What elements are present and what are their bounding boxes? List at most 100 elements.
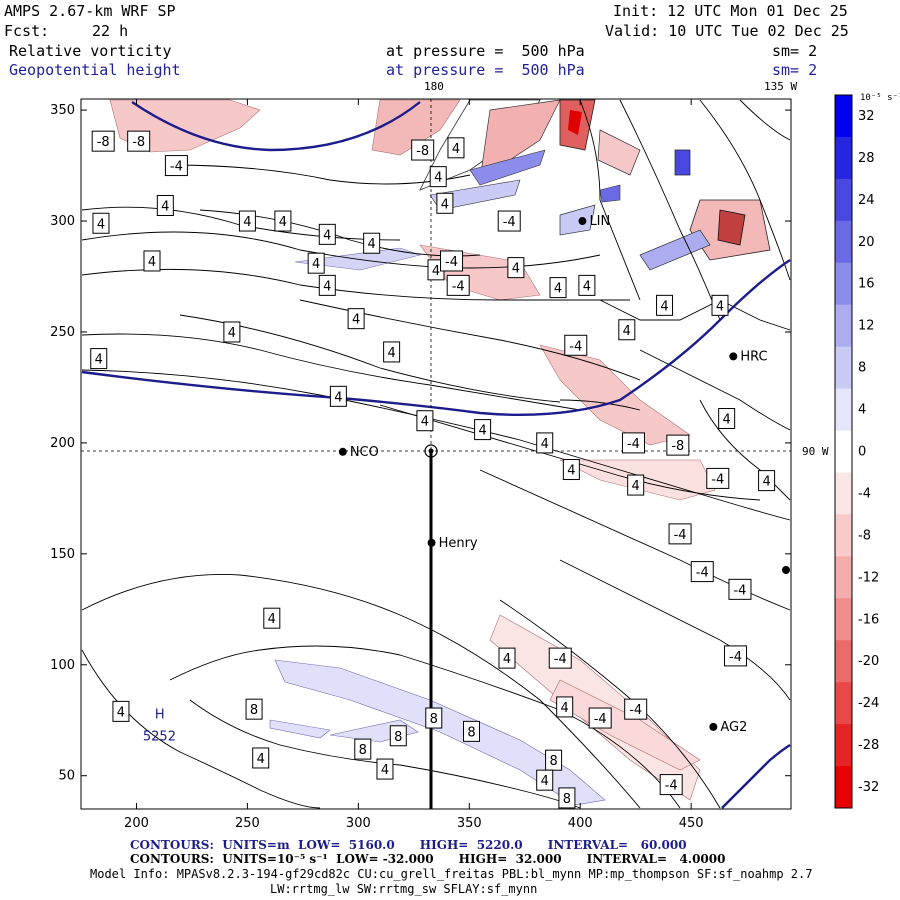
contour-label-box [440,250,464,272]
contour-label-text: -4 [729,650,742,665]
contour-label: -8 [411,139,435,161]
contour-label-box [621,432,645,454]
transect-origin-marker [424,444,438,458]
contour-label-text: -4 [569,339,582,354]
top-label-135w: 135 W [764,80,798,93]
contour-label-box [164,155,188,177]
colorbar-tick-label: -32 [858,780,879,795]
contour-label-text: -4 [452,279,465,294]
contour-label-box [263,607,281,629]
contour-label: 4 [376,758,394,780]
contour-label-box [536,769,554,791]
contour-label: -4 [164,155,188,177]
station-label: AG2 [720,720,747,735]
contour-label-text: 4 [452,142,460,157]
contour-label-box [724,645,748,667]
contour-label-text: -4 [674,528,687,543]
contour-label-text: -4 [733,583,746,598]
colorbar-tick-label: 24 [858,193,875,208]
right-label-90w: 90 W [802,445,829,458]
colorbar-tick-label: 32 [858,109,875,124]
station-label: Henry [439,536,478,551]
height-contour-info: CONTOURS: UNITS=m LOW= 5160.0 HIGH= 5220… [130,838,687,852]
contour-label-box [711,294,729,316]
contour-label: 4 [556,696,574,718]
contour-label-text: 4 [632,479,640,494]
contour-label-text: 4 [623,324,631,339]
contour-label-box [666,434,690,456]
contour-label-box [624,698,648,720]
contour-label-text: 4 [161,200,169,215]
contour-label-text: 4 [583,279,591,294]
colorbar-tick-label: 16 [858,277,875,292]
contour-label-box [238,210,256,232]
contour-label: 8 [354,738,372,760]
colorbar-frame [834,94,853,809]
contour-label-text: 4 [334,390,342,405]
contour-label: 8 [245,698,263,720]
colorbar-swatch [835,472,852,515]
y-tick-label: 100 [50,658,75,673]
forecast-label: Fcst: [4,22,50,40]
contour-label-text: 4 [279,215,287,230]
contour-label-text: 4 [323,279,331,294]
contour-label-box [416,410,434,432]
colorbar-swatch [835,136,852,180]
contour-label-box [411,139,435,161]
contour-label-text: 4 [503,652,511,667]
contour-label: 4 [383,341,401,363]
contour-label-box [90,348,108,370]
x-tick-label: 250 [235,816,260,831]
contour-label-text: 4 [268,612,276,627]
contour-label: 4 [536,432,554,454]
station-dot [709,722,718,731]
contour-label-text: 4 [723,413,731,428]
contour-label-text: 4 [243,215,251,230]
contour-label-text: -4 [170,160,183,175]
contour-label-text: 4 [432,264,440,279]
contour-label-box [274,210,292,232]
contour-label-text: 4 [97,217,105,232]
contour-label-text: 8 [563,792,571,807]
contour-label: -4 [728,578,752,600]
contour-label-box [463,720,480,742]
contour-label: -4 [440,250,464,272]
y-tick-label: 300 [50,214,75,229]
contour-label-box [556,696,574,718]
contour-label: 8 [389,725,407,747]
contour-label-box [347,308,365,330]
contour-label-text: 4 [312,257,320,272]
geopotential-height-contours [81,101,791,809]
contour-label-text: -8 [671,439,684,454]
contour-label-box [127,130,151,152]
small-scale-vorticity-cells [419,99,771,271]
contour-label-text: -4 [629,703,642,718]
contour-label-box [223,321,241,343]
contour-label: -4 [706,467,730,489]
contour-label-box [548,647,572,669]
contour-label-box [497,210,521,232]
contour-label-box [690,561,714,583]
contour-label-text: 4 [257,752,265,767]
contour-label-text: 4 [541,437,549,452]
contour-label-box [436,192,454,214]
field1-name: Relative vorticity [9,42,172,60]
station-dot [578,217,587,226]
colorbar-swatch [835,766,852,809]
x-tick-label: 300 [346,816,371,831]
colorbar-tick-label: 12 [858,319,875,334]
contour-label-text: 8 [467,725,475,740]
contour-label-text: 8 [549,754,557,769]
colorbar-tick-label: -24 [858,696,879,711]
field1-smoothing: sm= 2 [772,42,818,60]
contour-label: 8 [558,787,576,809]
contour-label-box [245,698,263,720]
contour-label-box [363,232,381,254]
axes: 200 250 300 350 400 450 50 100 150 200 250 300 350 [50,99,791,831]
contour-label-box [143,250,161,272]
top-label-180: 180 [424,80,444,93]
colorbar-swatch [835,220,852,264]
contour-label-text: 4 [387,346,395,361]
contour-label-text: 4 [421,415,429,430]
